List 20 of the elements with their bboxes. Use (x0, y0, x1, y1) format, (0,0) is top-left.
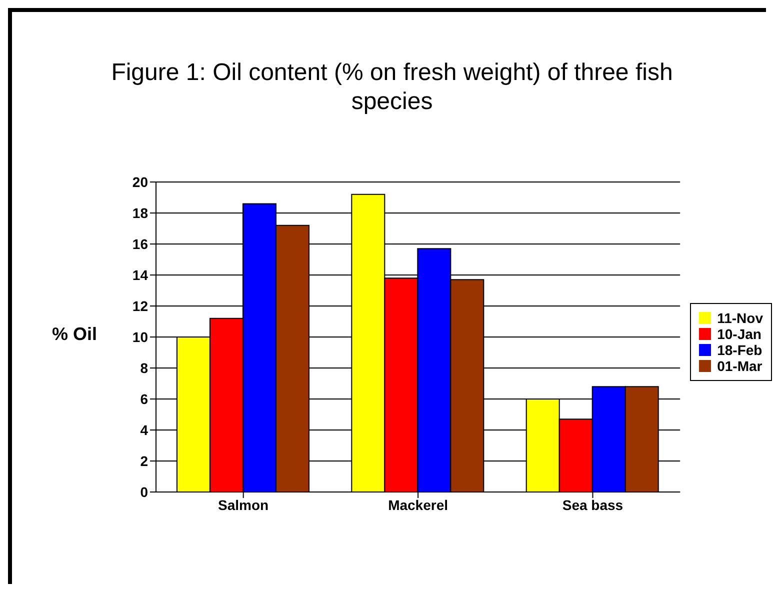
legend-label: 11-Nov (717, 310, 763, 326)
chart-title: Figure 1: Oil content (% on fresh weight) of three fish species (110, 58, 674, 116)
y-tick-label: 8 (140, 360, 148, 376)
legend-label: 01-Mar (717, 358, 762, 374)
y-tick-label: 0 (140, 484, 148, 500)
legend-label: 18-Feb (717, 342, 762, 358)
y-tick-label: 2 (140, 452, 148, 469)
y-tick-label: 20 (132, 174, 148, 190)
legend-label: 10-Jan (717, 326, 762, 342)
y-tick-label: 6 (140, 390, 148, 407)
y-axis-title: % Oil (52, 324, 98, 345)
y-tick-label: 12 (132, 298, 148, 314)
y-tick-label: 10 (132, 328, 148, 345)
y-tick-label: 4 (140, 422, 148, 438)
x-tick-label: Sea bass (562, 496, 624, 513)
y-tick-label: 14 (132, 266, 148, 283)
y-tick-label: 18 (132, 204, 148, 221)
x-tick-label: Mackerel (388, 496, 448, 513)
x-tick-label: Salmon (218, 496, 269, 513)
y-tick-label: 16 (132, 236, 148, 252)
